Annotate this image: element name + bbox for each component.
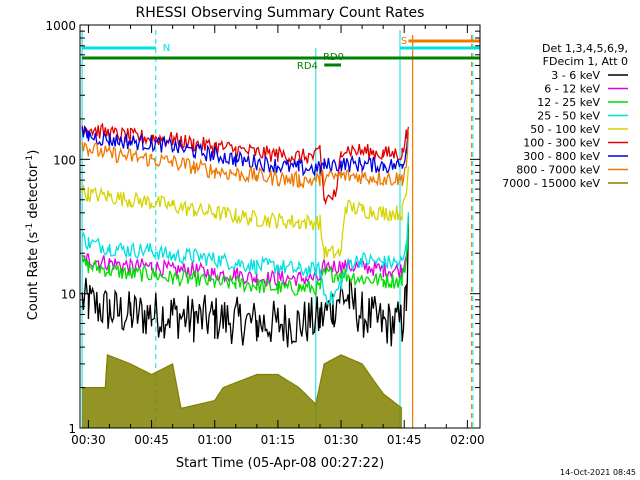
series-6-12kev [81, 215, 410, 287]
x-axis-label: Start Time (05-Apr-08 00:27:22) [176, 456, 384, 471]
y-tick-label: 100 [53, 153, 76, 167]
series-fill-7000-15000kev [82, 354, 403, 428]
series-12-25kev [81, 219, 410, 299]
series-line-800-7000kev [81, 131, 410, 189]
legend-entry-label: 3 - 6 keV [551, 69, 600, 82]
y-tick-label: 10 [61, 288, 76, 302]
rd0-annotation-label: RD0 [323, 52, 344, 63]
legend-entry-label: 800 - 7000 keV [516, 164, 600, 177]
series-800-7000kev [81, 131, 410, 189]
series-line-100-300kev [81, 122, 410, 206]
series-3-6kev [81, 222, 410, 348]
x-tick-label: 02:00 [450, 433, 485, 447]
series-100-300kev [81, 122, 410, 206]
series-line-3-6kev [81, 222, 410, 348]
footer-timestamp: 14-Oct-2021 08:45 [560, 468, 636, 477]
plot-border [79, 24, 481, 429]
series-line-6-12kev [81, 215, 410, 287]
series-line-300-800kev [81, 124, 410, 177]
saa-annotation-label: S [401, 36, 407, 47]
series-7000-15000kev [82, 354, 403, 428]
y-tick-label: 1 [68, 422, 76, 436]
night-annotation-label: N [163, 43, 170, 54]
series-300-800kev [81, 124, 410, 177]
legend-entry-label: 7000 - 15000 keV [502, 177, 600, 190]
legend-entry-label: 6 - 12 keV [544, 83, 600, 96]
x-tick-label: 00:30 [71, 433, 106, 447]
x-tick-label: 00:45 [134, 433, 169, 447]
legend-entry-label: 25 - 50 keV [537, 110, 600, 123]
plot-area [81, 122, 410, 428]
series-50-100kev [81, 166, 410, 261]
y-axis-label-text: Count Rate (s [26, 232, 41, 321]
y-axis-label-tail: detector [26, 163, 41, 223]
y-axis-label-close: ) [26, 150, 41, 155]
legend-entry-label: 50 - 100 keV [530, 123, 600, 136]
x-tick-label: 01:15 [261, 433, 296, 447]
y-tick-label: 1000 [45, 19, 76, 33]
annotation-layer: N S RD0 RD4 [81, 30, 480, 428]
legend-header-line: FDecim 1, Att 0 [543, 55, 628, 68]
x-tick-label: 01:45 [387, 433, 422, 447]
series-line-50-100kev [81, 166, 410, 261]
legend-header-line: Det 1,3,4,5,6,9, [542, 42, 628, 55]
chart-title: RHESSI Observing Summary Count Rates [136, 5, 425, 21]
x-tick-label: 01:00 [197, 433, 232, 447]
svg-text:Count Rate (s-1 detector-1): Count Rate (s-1 detector-1) [25, 150, 41, 321]
legend: Det 1,3,4,5,6,9,FDecim 1, Att 03 - 6 keV… [502, 42, 628, 190]
y-axis-label-sup: -1 [25, 223, 35, 232]
y-axis-label: Count Rate (s-1 detector-1) [25, 150, 41, 321]
series-25-50kev [81, 212, 410, 306]
legend-entry-label: 300 - 800 keV [523, 150, 600, 163]
series-line-25-50kev [81, 212, 410, 306]
y-axis-label-sup2: -1 [25, 155, 35, 164]
x-tick-label: 01:30 [324, 433, 359, 447]
axes-frame: 00:30 00:45 01:00 01:15 01:30 01:45 02:00 1 10 10… [45, 19, 484, 447]
rd4-annotation-label: RD4 [297, 61, 318, 72]
series-line-12-25kev [81, 219, 410, 299]
legend-entry-label: 12 - 25 keV [537, 96, 600, 109]
legend-entry-label: 100 - 300 keV [523, 137, 600, 150]
